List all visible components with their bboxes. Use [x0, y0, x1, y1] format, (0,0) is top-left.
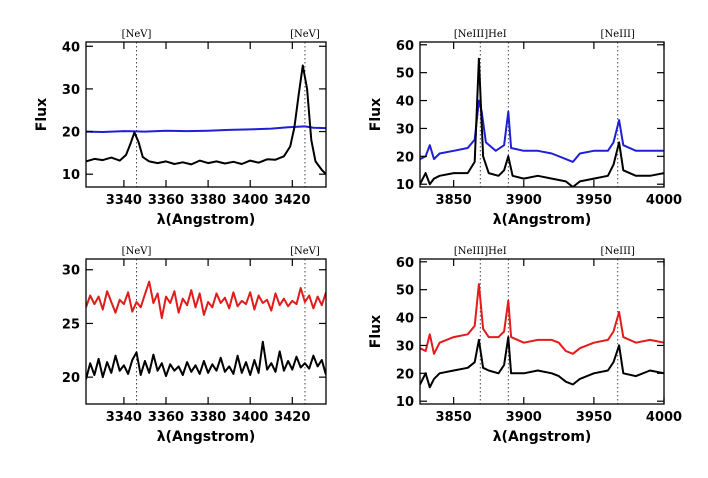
y-tick-label: 30 — [396, 122, 414, 137]
spectrum-series-2 — [420, 57, 664, 187]
emission-line-label: [NeV] — [122, 29, 152, 40]
emission-line-label: [NeIII] — [601, 29, 635, 40]
emission-line-label: [NeIII] — [601, 246, 635, 257]
x-tick-label: 4000 — [646, 410, 682, 425]
x-tick-label: 3950 — [576, 410, 612, 425]
emission-line-label: [NeIII]HeI — [454, 29, 507, 40]
x-tick-label: 3380 — [190, 193, 226, 208]
x-tick-label: 3850 — [436, 410, 472, 425]
y-tick-label: 10 — [396, 395, 414, 410]
y-tick-label: 20 — [396, 367, 414, 382]
plot-frame — [85, 41, 327, 188]
y-tick-label: 40 — [396, 95, 414, 110]
chart-panel-1: [NeV] [NeV] 3340 3360 3380 3400 3420 10 20 30 40 λ(… — [34, 29, 327, 228]
spectrum-series-2 — [420, 336, 664, 389]
x-axis-label: λ(Angstrom) — [493, 212, 592, 228]
y-tick-label: 30 — [62, 83, 80, 98]
y-tick-label: 40 — [62, 40, 80, 55]
spectrum-series-2 — [86, 64, 326, 175]
y-axis-label: Flux — [34, 98, 50, 131]
chart-panel-3: [NeV] [NeV] 3340 3360 3380 3400 3420 20 25 30 λ(An… — [62, 246, 327, 445]
x-tick-label: 3340 — [106, 193, 142, 208]
chart-panel-4: [NeIII]HeI [NeIII] 3850 3900 3950 4000 10 20 30 4… — [368, 246, 682, 445]
x-tick-label: 3420 — [274, 410, 310, 425]
x-tick-label: 3400 — [232, 193, 268, 208]
y-axis-label: Flux — [368, 98, 384, 131]
spectrum-series-1 — [86, 125, 326, 133]
x-tick-label: 3850 — [436, 193, 472, 208]
y-tick-label: 60 — [396, 39, 414, 54]
plot-frame — [85, 258, 327, 405]
y-axis-label: Flux — [368, 315, 384, 348]
emission-line-label: [NeV] — [290, 246, 320, 257]
plot-frame — [419, 41, 665, 188]
x-tick-label: 3360 — [148, 410, 184, 425]
emission-line-label: [NeV] — [290, 29, 320, 40]
y-tick-label: 50 — [396, 67, 414, 82]
y-tick-label: 30 — [396, 339, 414, 354]
plot-frame — [419, 258, 665, 405]
x-axis-label: λ(Angstrom) — [157, 212, 256, 228]
emission-line-label: [NeIII]HeI — [454, 246, 507, 257]
y-tick-label: 30 — [62, 264, 80, 279]
chart-panel-2: [NeIII]HeI [NeIII] 3850 3900 3950 4000 10 20 30 4… — [368, 29, 682, 228]
y-tick-label: 10 — [396, 178, 414, 193]
y-tick-label: 25 — [62, 317, 80, 332]
y-tick-label: 10 — [62, 168, 80, 183]
y-tick-label: 60 — [396, 256, 414, 271]
x-tick-label: 3360 — [148, 193, 184, 208]
y-tick-label: 20 — [396, 150, 414, 165]
x-tick-label: 3900 — [506, 193, 542, 208]
x-tick-label: 3400 — [232, 410, 268, 425]
x-axis-label: λ(Angstrom) — [493, 429, 592, 445]
y-tick-label: 20 — [62, 126, 80, 141]
spectrum-series-2 — [86, 340, 326, 380]
emission-line-label: [NeV] — [122, 246, 152, 257]
spectrum-series-1 — [420, 283, 664, 355]
x-tick-label: 3950 — [576, 193, 612, 208]
y-tick-label: 20 — [62, 371, 80, 386]
x-axis-label: λ(Angstrom) — [157, 429, 256, 445]
y-tick-label: 40 — [396, 312, 414, 327]
x-tick-label: 3380 — [190, 410, 226, 425]
spectrum-series-1 — [420, 99, 664, 163]
x-tick-label: 4000 — [646, 193, 682, 208]
x-tick-label: 3900 — [506, 410, 542, 425]
y-tick-label: 50 — [396, 284, 414, 299]
x-tick-label: 3420 — [274, 193, 310, 208]
spectrum-series-1 — [86, 280, 326, 320]
x-tick-label: 3340 — [106, 410, 142, 425]
